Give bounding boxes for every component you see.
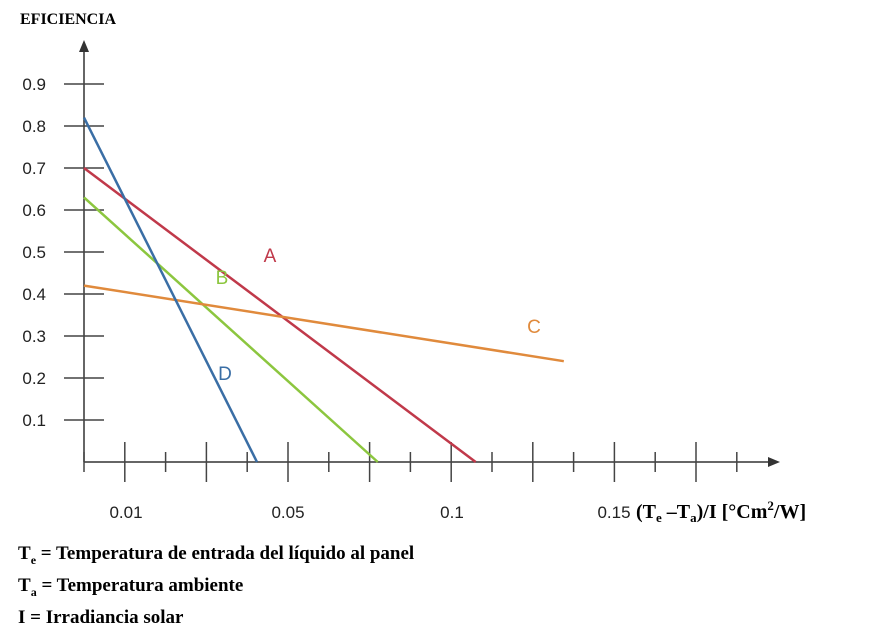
- x-tick-label: 0.1: [440, 503, 464, 522]
- series-label-a: A: [264, 246, 277, 267]
- y-tick-label: 0.2: [22, 369, 46, 388]
- x-tick-label: 0.15: [597, 503, 630, 522]
- y-tick-label: 0.9: [22, 75, 46, 94]
- series-label-c: C: [527, 317, 541, 338]
- axes: [79, 40, 780, 467]
- legend-item-te: Te = Temperatura de entrada del líquido …: [18, 543, 415, 567]
- y-tick-label: 0.7: [22, 159, 46, 178]
- x-axis-arrow: [768, 457, 780, 467]
- y-tick-label: 0.8: [22, 117, 46, 136]
- y-axis-title: EFICIENCIA: [20, 11, 116, 28]
- y-tick-label: 0.4: [22, 285, 46, 304]
- series-line-a: [83, 167, 477, 463]
- y-tick-label: 0.5: [22, 243, 46, 262]
- y-tick-label: 0.3: [22, 327, 46, 346]
- series-line-d: [82, 117, 259, 463]
- y-ticks: 0.1 0.2 0.3 0.4 0.5 0.6 0.7 0.8 0.9: [22, 75, 104, 430]
- x-tick-label: 0.01: [109, 503, 142, 522]
- y-tick-label: 0.1: [22, 411, 46, 430]
- y-tick-label: 0.6: [22, 201, 46, 220]
- x-tick-label: 0.05: [271, 503, 304, 522]
- series-line-c: [83, 284, 565, 363]
- x-axis-title: (Te –Ta)/I [°Cm2/W]: [636, 498, 806, 525]
- variable-legend: Te = Temperatura de entrada del líquido …: [18, 541, 414, 630]
- series-label-b: B: [216, 268, 229, 289]
- legend-item-i: I = Irradiancia solar: [18, 606, 184, 628]
- y-axis-arrow: [79, 40, 89, 52]
- series-line-b: [83, 196, 379, 463]
- x-ticks: 0.01 0.05 0.1 0.15: [83, 442, 738, 522]
- series-lines: A B C D: [82, 117, 565, 463]
- efficiency-chart: EFICIENCIA 0.1 0.2 0.3 0.4 0.5 0.6 0.7 0.8 0.9 0…: [20, 11, 806, 525]
- legend-item-ta: Ta = Temperatura ambiente: [18, 574, 244, 599]
- series-label-d: D: [218, 364, 232, 385]
